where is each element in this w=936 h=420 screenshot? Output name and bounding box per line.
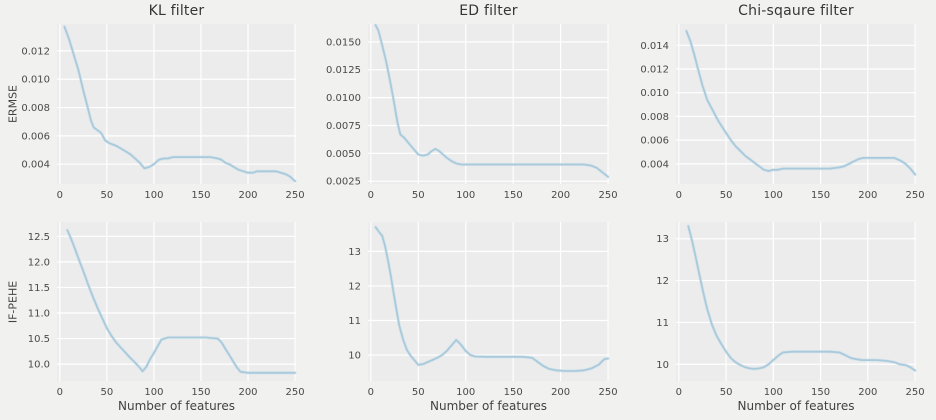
plot-area <box>676 222 916 381</box>
series-line <box>374 24 610 178</box>
chart-title: Chi-sqaure filter <box>738 3 854 19</box>
plot-area <box>676 24 916 184</box>
y-tick-label: 0.0075 <box>326 121 361 132</box>
x-tick-label: 250 <box>599 190 618 201</box>
plot-canvas: 0.0025 0.0050 0.0075 0.0100 0.0125 0.0150 0 50 1… <box>326 23 618 201</box>
x-tick-label: 0 <box>368 190 374 201</box>
subplot-ed-if-pehe: 10 11 12 13 0 50 100 150 200 250 Number of featur… <box>312 210 624 420</box>
plot-canvas: 0.004 0.006 0.008 0.010 0.012 0.014 0 50 100 150 2… <box>640 24 925 201</box>
x-tick-label: 200 <box>858 387 877 398</box>
x-tick-label: 200 <box>858 190 877 201</box>
x-tick-label: 200 <box>238 190 257 201</box>
x-tick-label: 150 <box>504 387 523 398</box>
subplot-chi-square-if-pehe: 10 11 12 13 0 50 100 150 200 250 Number of featur… <box>624 210 936 420</box>
y-tick-label: 0.0100 <box>326 93 361 104</box>
y-tick-label: 10.5 <box>28 334 50 345</box>
x-tick-label: 0 <box>57 387 63 398</box>
plot-canvas: 10.0 10.5 11.0 11.5 12.0 12.5 0 50 100 150 200 250 <box>28 222 305 398</box>
x-tick-label: 100 <box>764 387 783 398</box>
subplot-kl-ermse: KL filter ERMSE 0.004 0.006 0.008 0.010 0.01… <box>0 0 312 210</box>
y-tick-label: 12.0 <box>28 257 50 268</box>
x-tick-label: 0 <box>368 387 374 398</box>
x-tick-label: 150 <box>504 190 523 201</box>
y-tick-label: 0.004 <box>640 159 669 170</box>
subplot-kl-if-pehe: IF-PEHE 10.0 10.5 11.0 11.5 12.0 12.5 0 50 100 15… <box>0 210 312 420</box>
y-tick-label: 0.012 <box>21 46 50 57</box>
y-tick-label: 0.0150 <box>326 37 361 48</box>
x-axis-label: Number of features <box>430 399 547 413</box>
y-tick-label: 12 <box>656 276 669 287</box>
y-tick-label: 0.0050 <box>326 149 361 160</box>
plot-area <box>368 24 609 184</box>
y-tick-label: 11.0 <box>28 309 50 320</box>
y-tick-label: 0.010 <box>21 75 50 86</box>
y-tick-label: 0.014 <box>640 41 669 52</box>
x-tick-label: 100 <box>456 190 475 201</box>
series-line <box>66 229 297 374</box>
y-tick-label: 0.010 <box>640 88 669 99</box>
y-tick-label: 13 <box>656 234 669 245</box>
series-line <box>685 30 917 176</box>
y-tick-label: 11.5 <box>28 283 50 294</box>
x-tick-label: 50 <box>101 190 114 201</box>
x-tick-label: 0 <box>57 190 63 201</box>
x-tick-label: 150 <box>811 387 830 398</box>
plot-canvas: 0.004 0.006 0.008 0.010 0.012 0 50 100 150 200 250 <box>21 24 305 201</box>
y-tick-label: 10 <box>656 360 669 371</box>
x-tick-label: 50 <box>101 387 114 398</box>
y-tick-label: 12.5 <box>28 232 50 243</box>
x-tick-label: 50 <box>412 190 425 201</box>
x-tick-label: 100 <box>764 190 783 201</box>
y-tick-label: 10 <box>348 351 361 362</box>
x-tick-label: 250 <box>906 387 925 398</box>
chart-title: KL filter <box>148 3 205 19</box>
x-tick-label: 250 <box>286 387 305 398</box>
plot-canvas: 10 11 12 13 0 50 100 150 200 250 <box>656 222 925 398</box>
series-line <box>687 225 917 372</box>
y-tick-label: 10.0 <box>28 360 50 371</box>
x-tick-label: 150 <box>191 387 210 398</box>
x-tick-label: 50 <box>720 190 733 201</box>
x-tick-label: 0 <box>676 387 682 398</box>
series-line <box>374 226 610 372</box>
y-tick-label: 13 <box>348 247 361 258</box>
x-tick-label: 100 <box>456 387 475 398</box>
y-tick-label: 11 <box>348 316 361 327</box>
y-tick-label: 0.012 <box>640 65 669 76</box>
x-tick-label: 100 <box>144 190 163 201</box>
chart-title: ED filter <box>459 3 518 19</box>
x-tick-label: 150 <box>191 190 210 201</box>
x-tick-label: 50 <box>412 387 425 398</box>
x-tick-label: 250 <box>906 190 925 201</box>
x-axis-label: Number of features <box>118 399 235 413</box>
x-tick-label: 100 <box>144 387 163 398</box>
subplot-ed-ermse: ED filter 0.0025 0.0050 0.0075 0.0100 0.0125… <box>312 0 624 210</box>
x-tick-label: 0 <box>676 190 682 201</box>
y-tick-label: 11 <box>656 318 669 329</box>
x-tick-label: 200 <box>551 190 570 201</box>
y-tick-label: 0.006 <box>640 136 669 147</box>
x-axis-label: Number of features <box>737 399 855 413</box>
series-line <box>63 25 297 183</box>
y-tick-label: 12 <box>348 281 361 292</box>
y-tick-label: 0.0125 <box>326 65 361 76</box>
y-tick-label: 0.008 <box>640 112 669 123</box>
plot-area <box>57 24 296 184</box>
plot-canvas: 10 11 12 13 0 50 100 150 200 250 <box>348 222 618 398</box>
x-tick-label: 200 <box>551 387 570 398</box>
y-tick-label: 0.008 <box>21 103 50 114</box>
x-tick-label: 150 <box>811 190 830 201</box>
y-tick-label: 0.006 <box>21 131 50 142</box>
y-tick-label: 0.004 <box>21 160 50 171</box>
plot-area <box>57 222 296 381</box>
x-tick-label: 250 <box>599 387 618 398</box>
x-tick-label: 250 <box>286 190 305 201</box>
y-tick-label: 0.0025 <box>326 177 361 188</box>
x-tick-label: 200 <box>238 387 257 398</box>
x-tick-label: 50 <box>720 387 733 398</box>
subplot-chi-square-ermse: Chi-sqaure filter 0.004 0.006 0.008 0.010 0.… <box>624 0 936 210</box>
